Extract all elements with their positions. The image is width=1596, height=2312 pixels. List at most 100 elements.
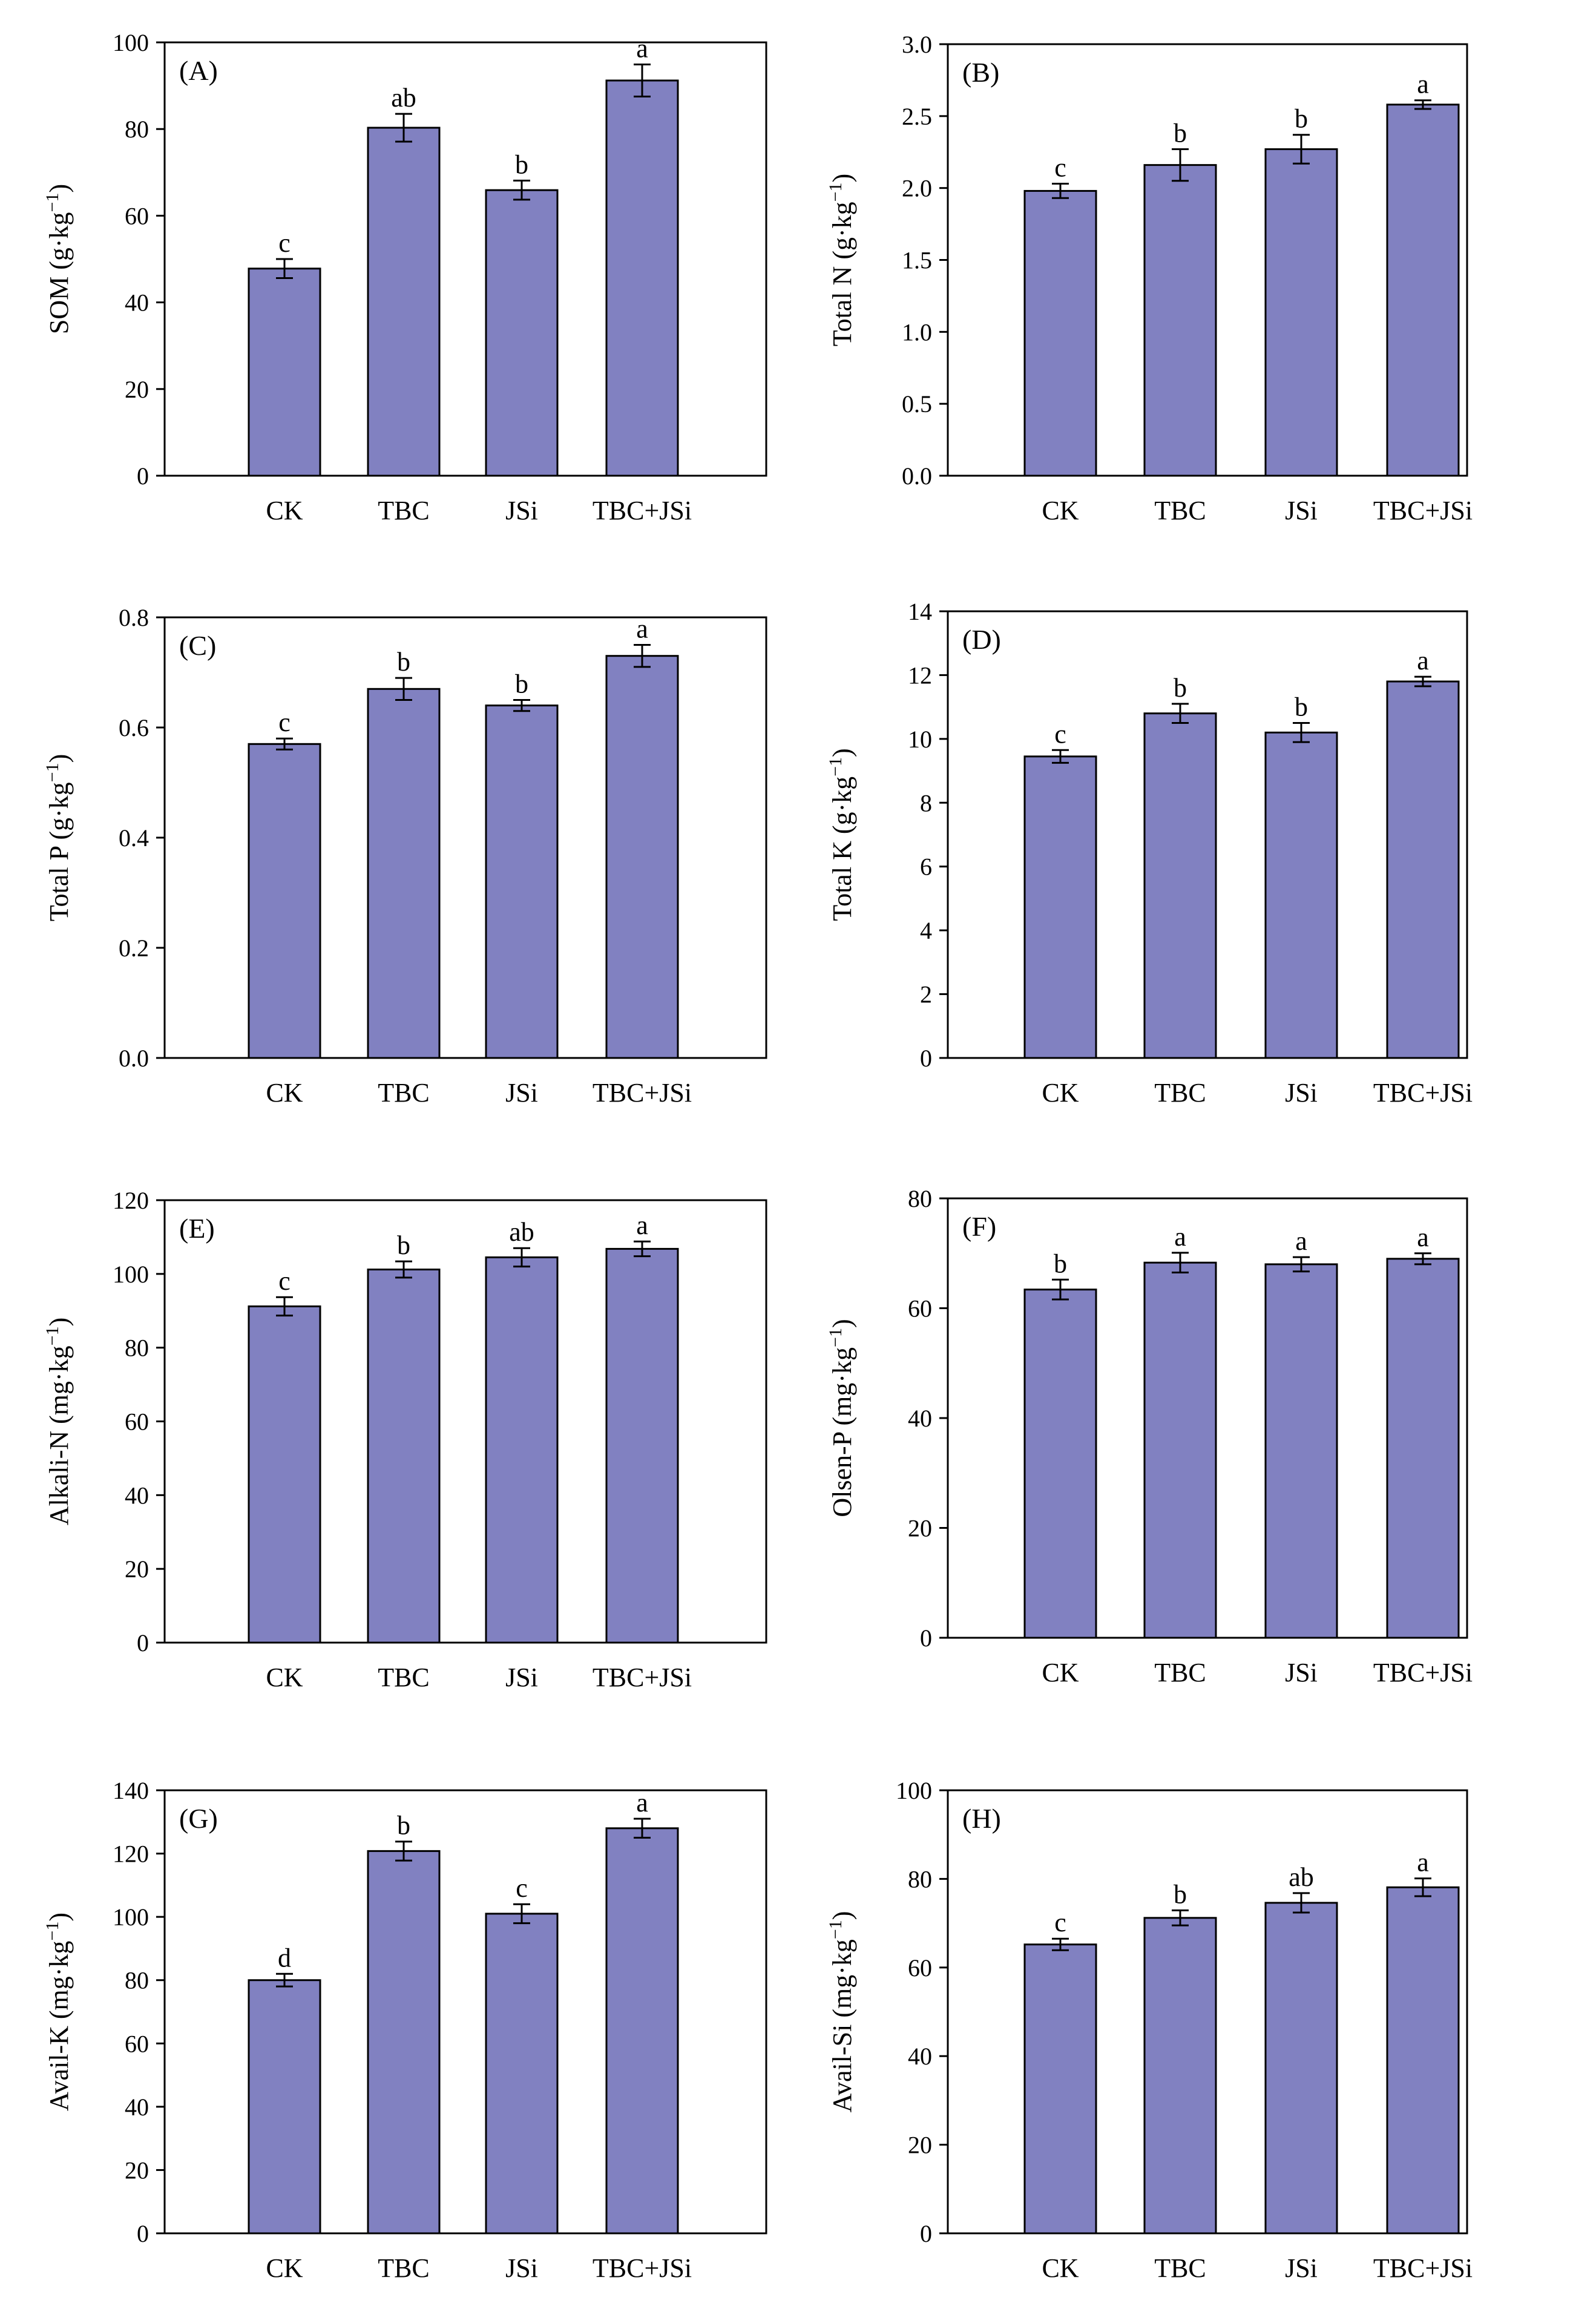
category-label: JSi	[1285, 1078, 1318, 1108]
y-tick-label: 80	[908, 1185, 932, 1212]
y-tick-label: 4	[920, 917, 932, 944]
panel-c: 0.0 0.2 0.4 0.6 0.8 c CK b TBC b JSi a TBC+JSi (C) Tot…	[42, 604, 767, 1108]
category-label: TBC	[378, 496, 430, 525]
category-label: CK	[266, 1078, 303, 1108]
bar	[605, 1827, 679, 2235]
bar	[1264, 148, 1338, 477]
category-label: CK	[266, 496, 303, 525]
significance-label: ab	[509, 1217, 534, 1247]
panel-label: (C)	[179, 630, 216, 661]
panel-h: 0 20 40 60 80 100 c CK b TBC ab JSi a TBC+JSi (H) Avail…	[826, 1777, 1473, 2283]
y-tick-label: 0.5	[902, 390, 932, 418]
y-tick-label: 20	[125, 376, 149, 403]
bar	[248, 1305, 321, 1644]
category-label: CK	[1042, 496, 1079, 525]
bar	[1023, 755, 1097, 1059]
category-label: TBC	[1154, 496, 1206, 525]
y-tick-label: 2.0	[902, 175, 932, 202]
y-axis-title: Total K (g·kg−1)	[826, 748, 857, 921]
y-tick-label: 80	[908, 1865, 932, 1893]
bar	[485, 1256, 559, 1644]
category-label: TBC	[1154, 1078, 1206, 1108]
significance-label: a	[1417, 70, 1429, 99]
significance-label: a	[636, 34, 648, 64]
y-tick-label: 100	[113, 1261, 149, 1288]
significance-label: c	[516, 1873, 528, 1903]
bar	[485, 704, 559, 1059]
bar	[1264, 1902, 1338, 2235]
y-tick-label: 0	[137, 2220, 149, 2247]
y-axis-title: Total P (g·kg−1)	[42, 754, 74, 922]
panel-d: 0 2 4 6 8 10 12 14 c CK b TBC b JSi a TBC+JSi (D) Total K…	[826, 598, 1473, 1108]
y-tick-label: 6	[920, 853, 932, 881]
y-tick-label: 0.0	[119, 1045, 149, 1072]
bar	[1143, 712, 1217, 1059]
y-tick-label: 20	[908, 1515, 932, 1542]
category-label: TBC	[378, 1663, 430, 1692]
significance-label: b	[397, 1811, 410, 1841]
significance-label: b	[1295, 104, 1308, 134]
category-label: CK	[266, 1663, 303, 1692]
y-tick-label: 1.5	[902, 247, 932, 274]
y-tick-label: 60	[125, 1408, 149, 1436]
y-tick-label: 1.0	[902, 318, 932, 346]
y-tick-label: 2.5	[902, 103, 932, 130]
y-tick-label: 10	[908, 726, 932, 753]
y-tick-label: 3.0	[902, 31, 932, 58]
y-tick-label: 60	[908, 1295, 932, 1322]
y-axis-title: Olsen-P (mg·kg−1)	[826, 1319, 857, 1517]
bar	[605, 655, 679, 1059]
y-tick-label: 0	[137, 1629, 149, 1657]
y-tick-label: 100	[896, 1777, 932, 1804]
y-tick-label: 40	[125, 289, 149, 317]
y-tick-label: 14	[908, 598, 932, 625]
category-label: TBC+JSi	[1373, 1658, 1473, 1687]
y-tick-label: 20	[125, 2156, 149, 2184]
category-label: TBC	[378, 1078, 430, 1108]
y-tick-label: 0.6	[119, 714, 149, 741]
y-tick-label: 40	[908, 2043, 932, 2070]
y-tick-label: 100	[113, 1903, 149, 1931]
bar	[1023, 1289, 1097, 1639]
significance-label: b	[1054, 1249, 1067, 1278]
significance-label: b	[1174, 673, 1187, 703]
category-label: CK	[266, 2253, 303, 2283]
bar	[1023, 189, 1097, 477]
category-label: TBC+JSi	[1373, 1078, 1473, 1108]
y-tick-label: 0.8	[119, 604, 149, 631]
bar	[367, 126, 441, 477]
significance-label: b	[1295, 692, 1308, 722]
category-label: JSi	[1285, 1658, 1318, 1687]
y-tick-label: 60	[908, 1954, 932, 1982]
panel-label: (F)	[962, 1211, 996, 1242]
significance-label: c	[278, 228, 291, 258]
bar	[605, 1247, 679, 1644]
bar	[605, 79, 679, 477]
significance-label: b	[515, 669, 528, 699]
y-tick-label: 100	[113, 29, 149, 56]
y-tick-label: 0.4	[119, 824, 149, 852]
bar	[1143, 164, 1217, 477]
bar	[1264, 1263, 1338, 1639]
y-tick-label: 0.2	[119, 934, 149, 962]
y-tick-label: 120	[113, 1841, 149, 1868]
category-label: JSi	[505, 1663, 538, 1692]
category-label: TBC	[1154, 1658, 1206, 1687]
significance-label: c	[1054, 153, 1066, 183]
category-label: TBC+JSi	[593, 1078, 692, 1108]
bar	[1143, 1917, 1217, 2235]
panel-e: 0 20 40 60 80 100 120 c CK b TBC ab JSi a TBC+JSi (E) Al…	[42, 1187, 767, 1692]
bar	[1386, 1886, 1460, 2235]
y-tick-label: 80	[125, 1335, 149, 1362]
bar	[248, 1979, 321, 2235]
significance-label: b	[1174, 1879, 1187, 1909]
significance-label: c	[1054, 1908, 1066, 1937]
y-tick-label: 60	[125, 2030, 149, 2057]
significance-label: a	[1417, 1848, 1429, 1877]
panel-label: (G)	[179, 1803, 218, 1834]
y-tick-label: 20	[125, 1555, 149, 1583]
bar	[367, 688, 441, 1059]
panel-label: (E)	[179, 1213, 215, 1244]
plot-frame	[163, 41, 767, 477]
y-tick-label: 2	[920, 981, 932, 1008]
